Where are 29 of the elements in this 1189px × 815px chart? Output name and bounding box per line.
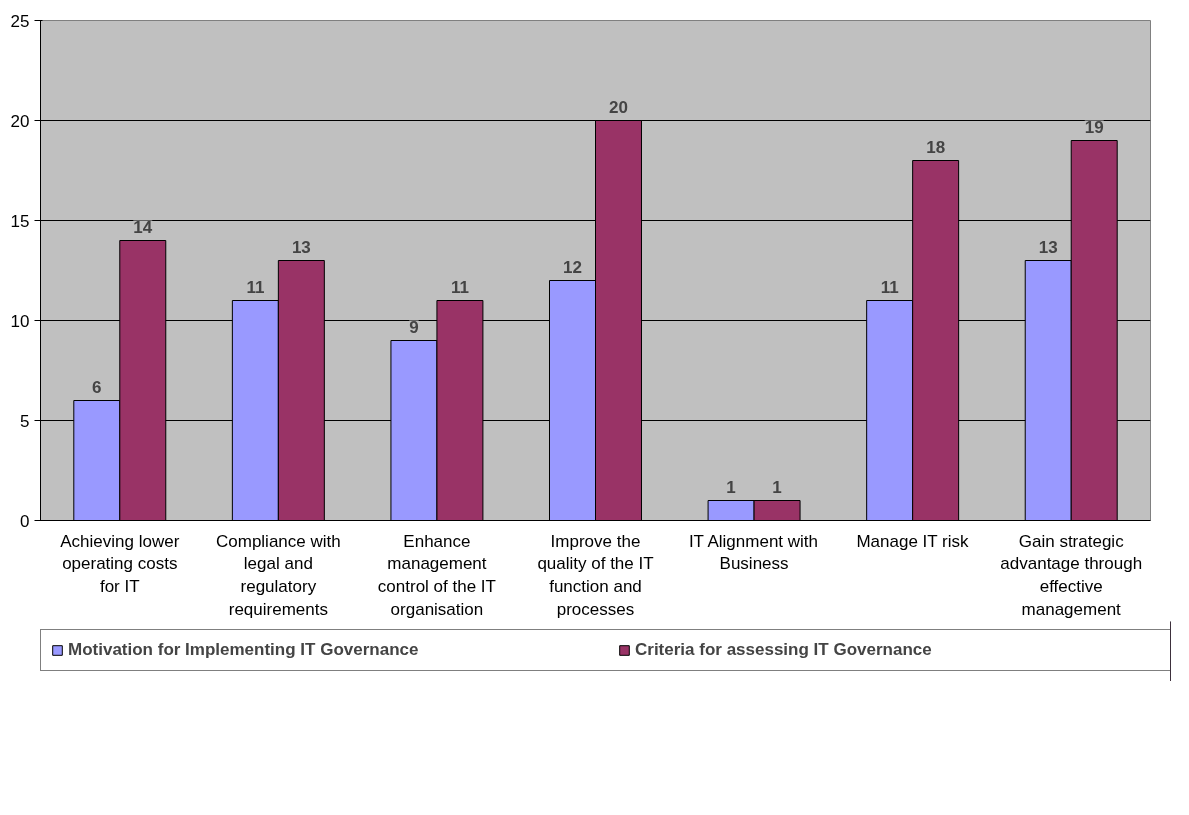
data-label: 9 xyxy=(409,317,419,337)
data-label: 12 xyxy=(563,257,582,277)
data-label: 13 xyxy=(291,237,311,257)
legend-label: Motivation for Implementing IT Governance xyxy=(68,640,420,660)
data-label: 19 xyxy=(1084,117,1104,137)
y-tick-label: 20 xyxy=(10,111,30,131)
y-tick-label: 0 xyxy=(20,511,30,531)
data-label: 11 xyxy=(880,277,899,297)
x-tick-label: IT Alignment with Business xyxy=(688,531,819,574)
x-tick-label: Improve the quality of the IT function and processes xyxy=(537,531,654,619)
data-label: 11 xyxy=(246,277,265,297)
data-label: 13 xyxy=(1038,237,1058,257)
data-label: 14 xyxy=(133,217,153,237)
x-tick-label: Achieving lower operating costs for IT xyxy=(60,531,180,597)
x-tick-label: Gain strategic advantage through effective management xyxy=(1000,531,1143,619)
y-tick-label: 15 xyxy=(10,211,30,231)
data-label: 20 xyxy=(609,97,628,117)
x-tick-label: Manage IT risk xyxy=(856,531,970,551)
data-label: 1 xyxy=(772,477,782,497)
data-label: 18 xyxy=(926,137,946,157)
data-label: 11 xyxy=(450,277,469,297)
y-tick-label: 10 xyxy=(10,311,30,331)
legend-label: Criteria for assessing IT Governance xyxy=(635,640,933,660)
data-label: 1 xyxy=(726,477,736,497)
x-tick-label: Compliance with legal and regulatory requirements xyxy=(216,531,341,619)
x-tick-label: Enhance management control of the IT organisation xyxy=(377,531,496,619)
y-tick-label: 25 xyxy=(10,11,30,31)
data-label: 6 xyxy=(92,377,102,397)
y-tick-label: 5 xyxy=(20,411,30,431)
